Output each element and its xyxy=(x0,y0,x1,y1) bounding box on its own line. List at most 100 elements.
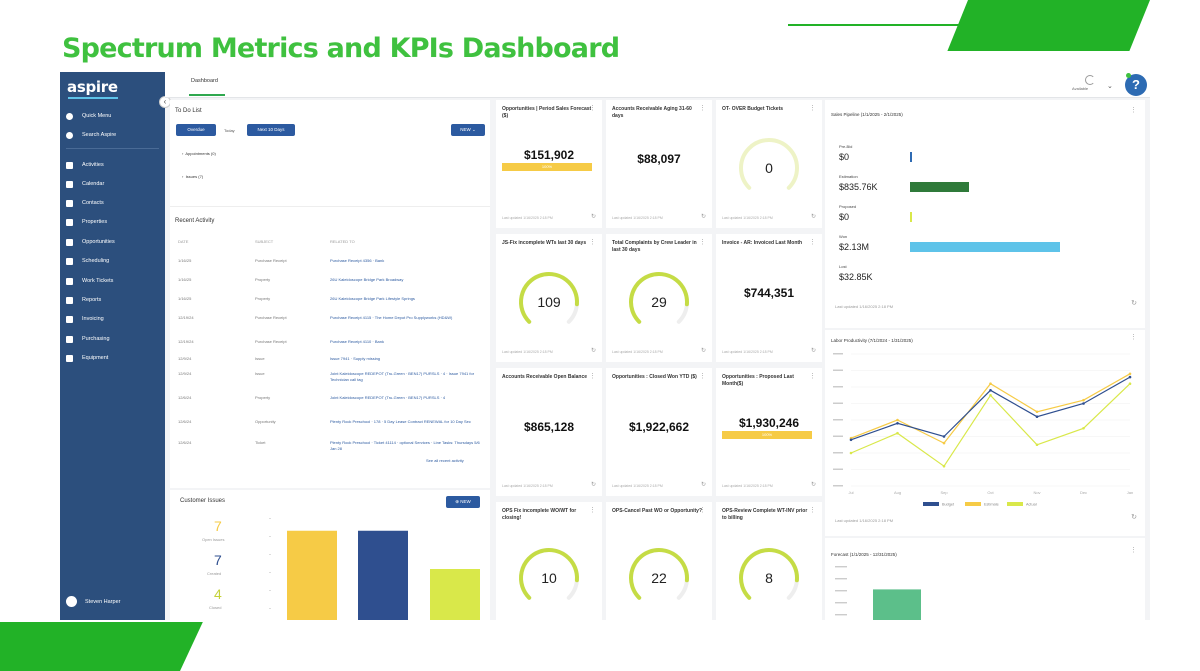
pipeline-bar[interactable] xyxy=(910,242,1060,252)
refresh-icon[interactable]: ↻ xyxy=(700,214,706,220)
kpi-card[interactable]: OT- OVER Budget Tickets ⋮ 0 Last updated 1/… xyxy=(716,100,822,228)
sidebar-item-calendar[interactable]: Calendar xyxy=(66,177,104,191)
kpi-card[interactable]: Opportunities : Proposed Last Month($) ⋮ $… xyxy=(716,368,822,496)
next-10-days-button[interactable]: Next 10 Days xyxy=(247,124,295,136)
card-menu-icon[interactable]: ⋮ xyxy=(589,507,596,514)
pipeline-bar[interactable] xyxy=(910,212,912,222)
activity-related-link[interactable]: Purchase Receipt 4110 · Bank xyxy=(330,339,384,344)
kpi-card[interactable]: Opportunities | Period Sales Forecast ($… xyxy=(496,100,602,228)
panel-menu-icon[interactable]: ⋮ xyxy=(1130,334,1137,341)
data-point[interactable] xyxy=(1035,410,1039,414)
data-point[interactable] xyxy=(1035,415,1039,418)
refresh-icon[interactable]: ↻ xyxy=(810,214,816,220)
data-point[interactable] xyxy=(989,389,992,392)
refresh-icon[interactable]: ↻ xyxy=(700,482,706,488)
card-menu-icon[interactable]: ⋮ xyxy=(699,105,706,112)
refresh-icon[interactable]: ↻ xyxy=(590,214,596,220)
refresh-icon[interactable]: ↻ xyxy=(810,348,816,354)
card-menu-icon[interactable]: ⋮ xyxy=(809,239,816,246)
activity-related-link[interactable]: Plenty Rock Preschool · Ticket 41114 · o… xyxy=(330,440,480,451)
user-status[interactable]: Available xyxy=(1072,86,1089,91)
data-point[interactable] xyxy=(942,441,946,445)
sidebar-item-equipment[interactable]: Equipment xyxy=(66,351,108,365)
data-point[interactable] xyxy=(849,438,853,442)
logo[interactable]: aspire xyxy=(67,78,118,96)
refresh-icon[interactable]: ↻ xyxy=(810,482,816,488)
refresh-icon[interactable]: ↻ xyxy=(590,482,596,488)
refresh-icon[interactable]: ↻ xyxy=(1131,300,1137,307)
data-point[interactable] xyxy=(989,382,992,385)
card-menu-icon[interactable]: ⋮ xyxy=(699,373,706,380)
bar-created[interactable] xyxy=(358,530,408,620)
tab-dashboard[interactable]: Dashboard xyxy=(191,78,218,84)
activity-related-link[interactable]: Joint Kaleidoscope REDEPOT (Tru-Green · … xyxy=(330,395,446,400)
activity-related-link[interactable]: Purchase Receipt 4115 · The Home Depot P… xyxy=(330,315,453,320)
activity-related-link[interactable]: 26U Kaleidoscope Bridge Park Lifestyle S… xyxy=(330,296,415,301)
sidebar-item-contacts[interactable]: Contacts xyxy=(66,196,104,210)
pipeline-bar[interactable] xyxy=(910,182,969,192)
card-menu-icon[interactable]: ⋮ xyxy=(699,239,706,246)
chevron-down-icon[interactable]: ⌄ xyxy=(1107,83,1113,90)
sidebar-item-quick-menu[interactable]: Quick Menu xyxy=(66,109,111,123)
sidebar-item-scheduling[interactable]: Scheduling xyxy=(66,254,109,268)
forecast-bar[interactable] xyxy=(873,589,921,620)
kpi-card[interactable]: Accounts Receivable Open Balance ⋮ $865,12… xyxy=(496,368,602,496)
activity-related-link[interactable]: Issue 7941 · Supply missing xyxy=(330,356,381,361)
new-todo-button[interactable]: NEW ⌄ xyxy=(451,124,485,136)
card-menu-icon[interactable]: ⋮ xyxy=(809,373,816,380)
data-point[interactable] xyxy=(896,422,899,425)
kpi-card[interactable]: Total Complaints by Crew Leader in last … xyxy=(606,234,712,362)
sidebar-item-work-tickets[interactable]: Work Tickets xyxy=(66,274,113,288)
activity-related-link[interactable]: Plenty Rock Preschool · 178 · 5 Day Leas… xyxy=(330,419,471,424)
data-point[interactable] xyxy=(1128,375,1132,379)
kpi-card[interactable]: OPS-Cancel Past WO or Opportunity? ⋮ 22 xyxy=(606,502,712,620)
see-all-activity-link[interactable]: See all recent activity xyxy=(426,458,464,463)
todo-group-appointments[interactable]: › Appointments (0) xyxy=(182,151,216,156)
card-menu-icon[interactable]: ⋮ xyxy=(589,105,596,112)
today-button[interactable]: Today xyxy=(224,128,235,133)
kpi-card[interactable]: Invoice - AR: Invoiced Last Month ⋮ $744,3… xyxy=(716,234,822,362)
activity-related-link[interactable]: Joint Kaleidoscope REDEPOT (Tru-Green · … xyxy=(330,371,475,382)
data-point[interactable] xyxy=(896,431,899,435)
data-point[interactable] xyxy=(942,435,946,438)
refresh-icon[interactable]: ↻ xyxy=(1131,514,1137,521)
todo-group-issues[interactable]: › Issues (7) xyxy=(182,174,204,179)
bar-closed[interactable] xyxy=(430,569,480,620)
data-point[interactable] xyxy=(896,418,899,422)
sidebar-item-reports[interactable]: Reports xyxy=(66,293,101,307)
sidebar-item-search-aspire[interactable]: Search Aspire xyxy=(66,128,116,142)
data-point[interactable] xyxy=(1128,382,1132,385)
activity-related-link[interactable]: 26U Kaleidoscope Bridge Park Broadway xyxy=(330,277,404,282)
sidebar-item-invoicing[interactable]: Invoicing xyxy=(66,312,104,326)
card-menu-icon[interactable]: ⋮ xyxy=(699,507,706,514)
data-point[interactable] xyxy=(942,464,946,468)
data-point[interactable] xyxy=(1128,372,1132,376)
sidebar-item-opportunities[interactable]: Opportunities xyxy=(66,235,115,249)
data-point[interactable] xyxy=(849,451,853,455)
user-profile[interactable]: Steven Harper xyxy=(66,596,120,607)
kpi-card[interactable]: OPS-Review Complete WT-INV prior to bill… xyxy=(716,502,822,620)
sidebar-item-properties[interactable]: Properties xyxy=(66,215,107,229)
sidebar-item-purchasing[interactable]: Purchasing xyxy=(66,332,110,346)
kpi-card[interactable]: Opportunities : Closed Won YTD ($) ⋮ $1,92… xyxy=(606,368,712,496)
data-point[interactable] xyxy=(1082,426,1085,430)
card-menu-icon[interactable]: ⋮ xyxy=(809,105,816,112)
bar-open-issues[interactable] xyxy=(287,530,337,620)
kpi-card[interactable]: OPS Fix incomplete WO/WT for closing! ⋮ 10 xyxy=(496,502,602,620)
card-menu-icon[interactable]: ⋮ xyxy=(589,373,596,380)
sidebar-item-activities[interactable]: Activities xyxy=(66,158,104,172)
data-point[interactable] xyxy=(1082,402,1085,405)
kpi-card[interactable]: Accounts Receivable Aging 31-60 days ⋮ $88… xyxy=(606,100,712,228)
refresh-icon[interactable]: ↻ xyxy=(590,348,596,354)
kpi-card[interactable]: JS-Fix incomplete WTs last 30 days ⋮ 109 La… xyxy=(496,234,602,362)
activity-related-link[interactable]: Purchase Receipt 4356 · Bank xyxy=(330,258,385,263)
help-button[interactable]: ? xyxy=(1125,74,1147,96)
new-issue-button[interactable]: ⊕ NEW xyxy=(446,496,480,508)
pipeline-bar[interactable] xyxy=(910,152,912,162)
overdue-button[interactable]: Overdue xyxy=(176,124,216,136)
card-menu-icon[interactable]: ⋮ xyxy=(809,507,816,514)
refresh-icon[interactable]: ↻ xyxy=(700,348,706,354)
card-menu-icon[interactable]: ⋮ xyxy=(589,239,596,246)
data-point[interactable] xyxy=(989,393,992,397)
data-point[interactable] xyxy=(1082,398,1085,402)
